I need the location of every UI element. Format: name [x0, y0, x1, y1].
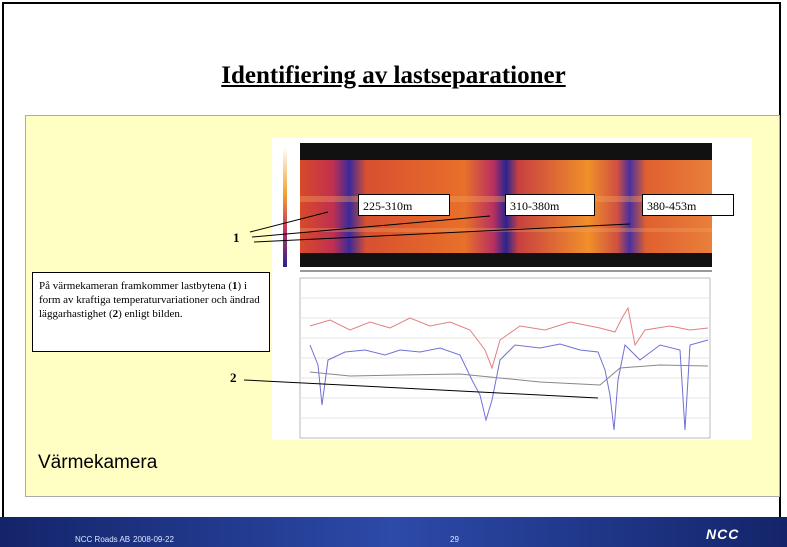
text: ) i form av kraftiga temperaturvariation… [39, 280, 260, 320]
range-label: 225-310m [358, 194, 450, 216]
slide-frame [2, 2, 781, 517]
footer-date: 2008-09-22 [133, 535, 174, 544]
marker-label: 2 [230, 370, 237, 385]
text-bold: 2 [112, 308, 119, 320]
text: ) enligt bilden. [118, 308, 183, 320]
caption: Värmekamera [38, 452, 158, 473]
footer-page: 29 [450, 535, 459, 544]
text: På värmekameran framkommer lastbytena ( [39, 280, 233, 292]
footer-bar [0, 517, 787, 547]
explanation-box: På värmekameran framkommer lastbytena (1… [32, 272, 270, 352]
range-label: 310-380m [505, 194, 595, 216]
slide-title: Identifiering av lastseparationer [221, 62, 566, 89]
footer-company: NCC Roads AB [75, 535, 131, 544]
range-label: 380-453m [642, 194, 734, 216]
text-bold: 1 [232, 280, 238, 292]
marker-label: 1 [233, 230, 240, 245]
footer-logo: NCC [706, 526, 740, 542]
